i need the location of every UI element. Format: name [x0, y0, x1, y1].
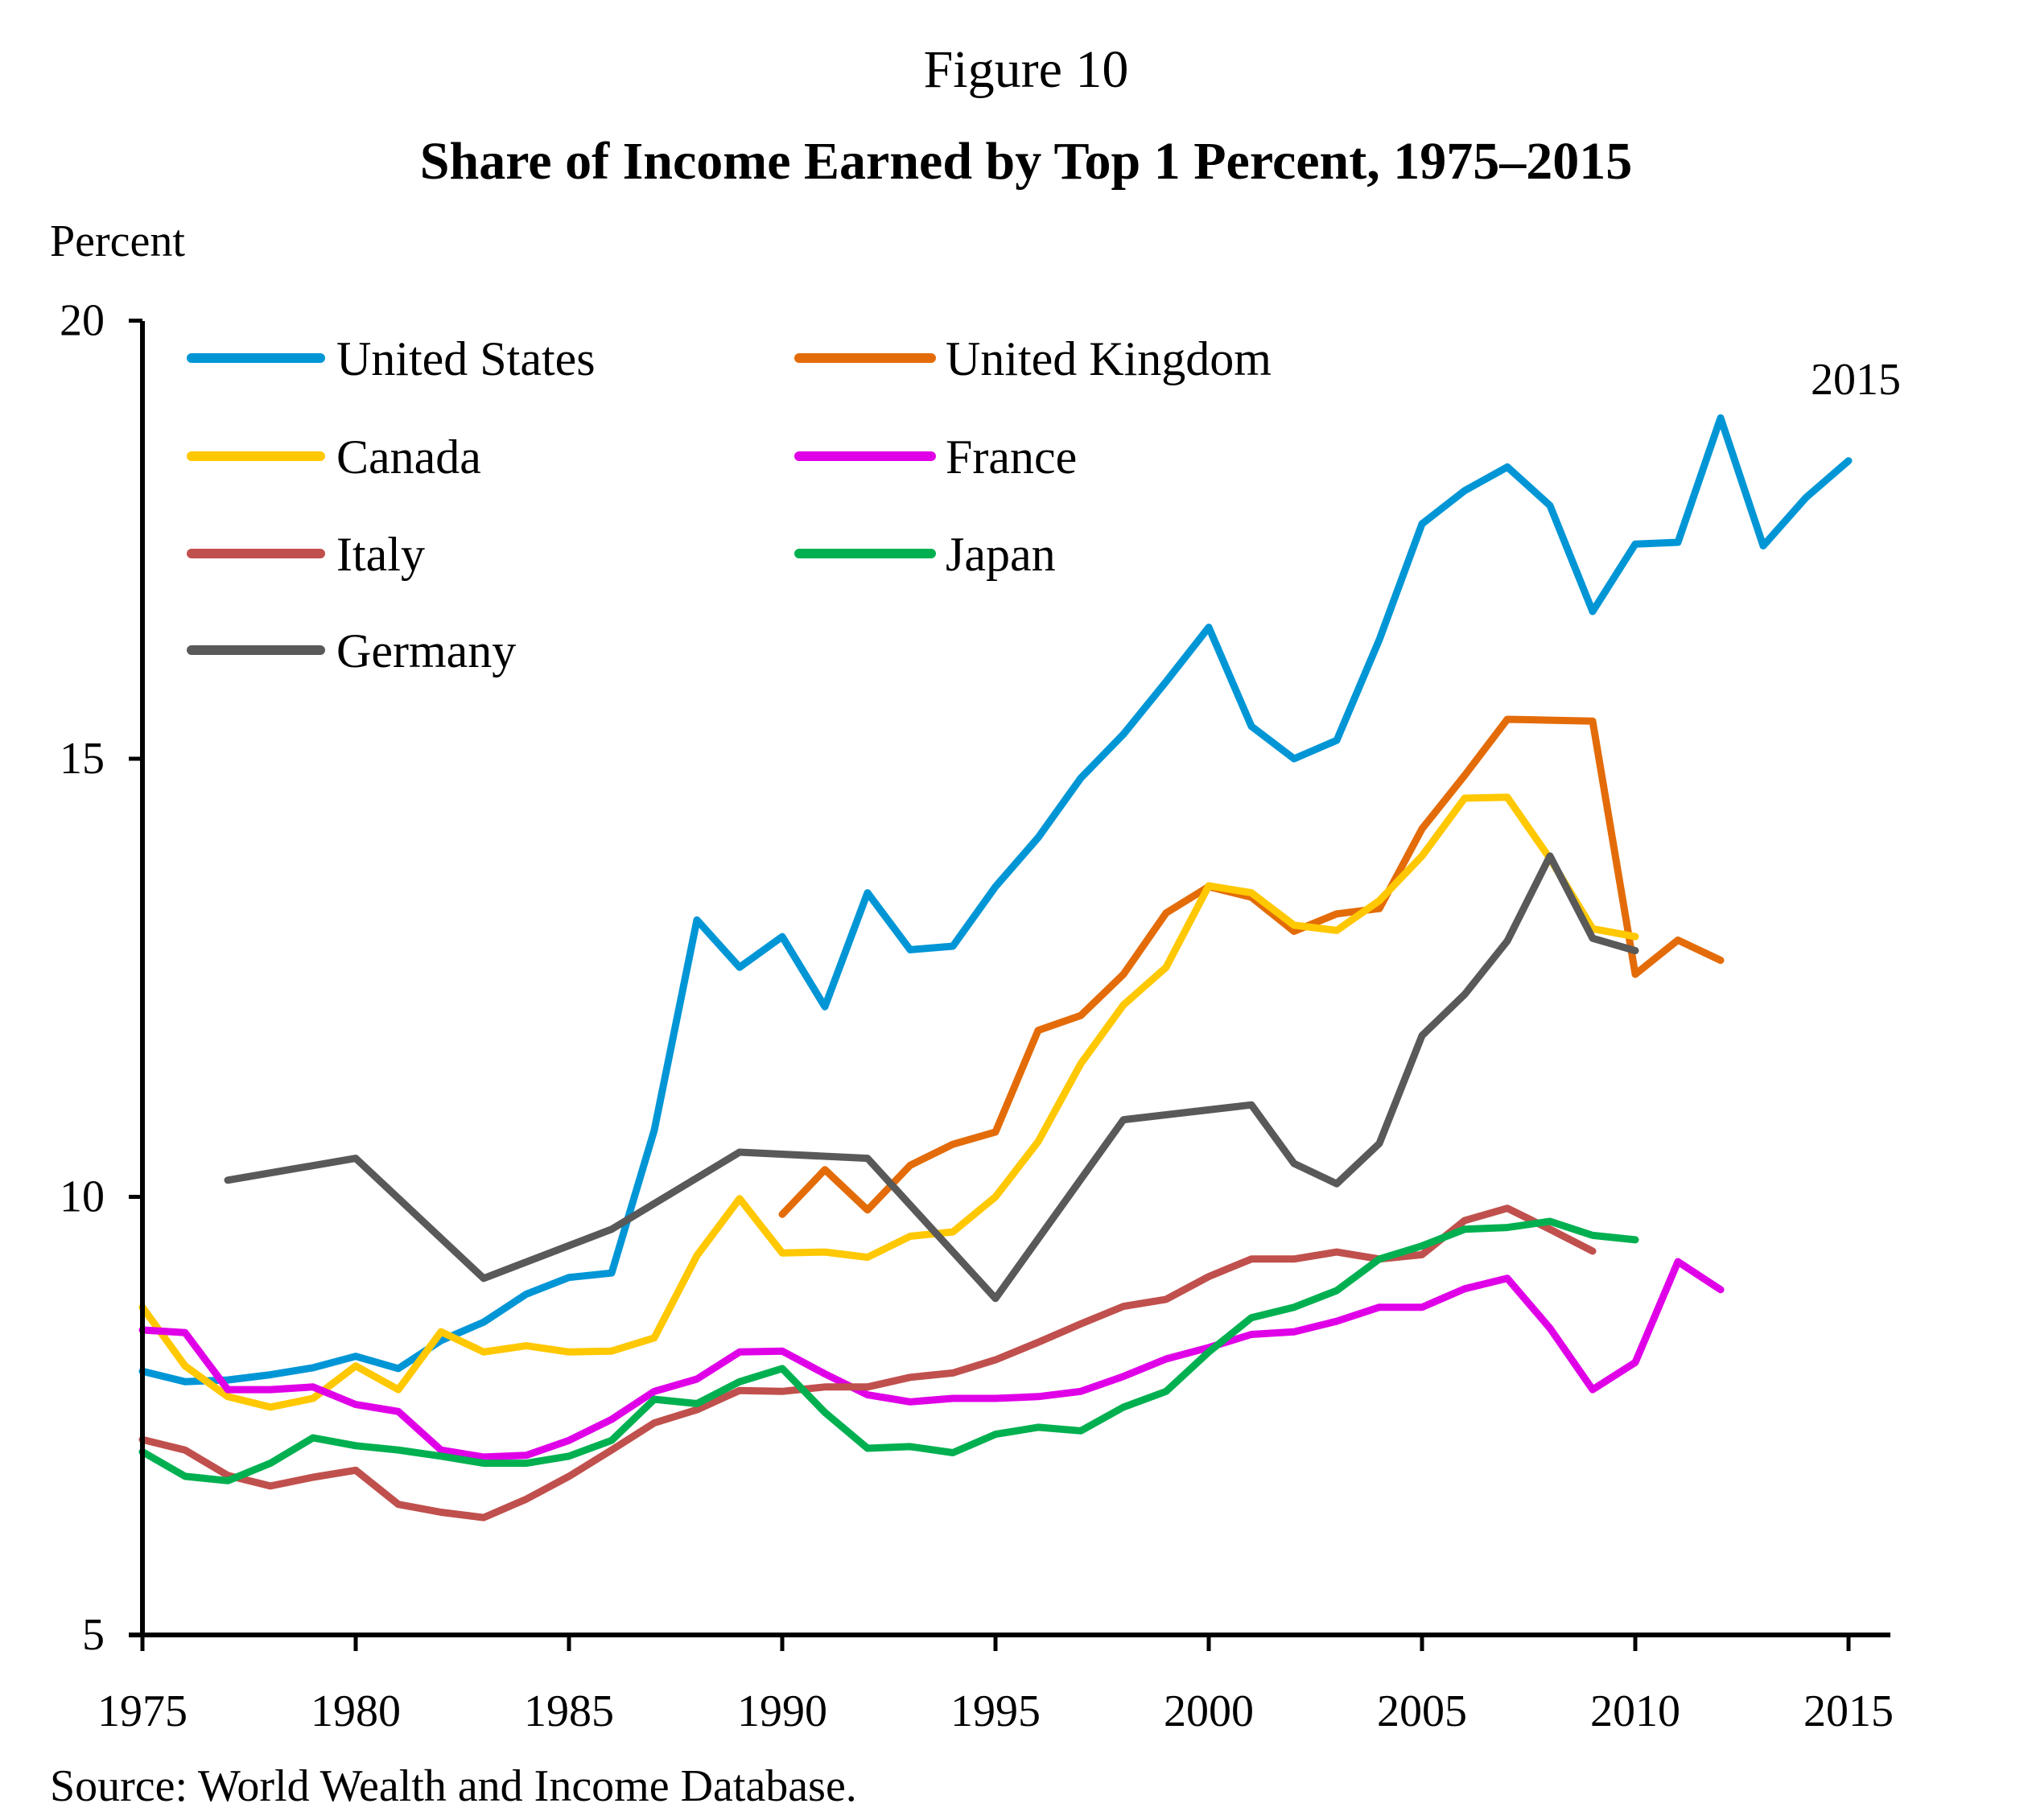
legend-item: France — [794, 430, 1077, 484]
y-axis-label: Percent — [50, 216, 185, 266]
legend-item: United States — [187, 332, 596, 385]
series-layer — [138, 414, 1853, 1521]
x-tick-label: 1990 — [737, 1686, 827, 1736]
legend-item: Italy — [187, 528, 425, 581]
x-tick-label: 2000 — [1164, 1686, 1254, 1736]
figure-number: Figure 10 — [924, 40, 1129, 99]
x-tick-label: 1995 — [950, 1686, 1041, 1736]
x-ticks: 1975 1980 1985 1990 1995 2000 2005 2010 2015 — [97, 1635, 1894, 1736]
series-line-italy — [138, 1204, 1597, 1521]
legend: United States United Kingdom Canada France I… — [187, 332, 1272, 677]
legend-item: Canada — [187, 430, 481, 484]
legend-label: France — [946, 430, 1077, 484]
series-line-germany — [224, 852, 1639, 1303]
x-tick-label: 2010 — [1590, 1686, 1680, 1736]
chart-title: Share of Income Earned by Top 1 Percent,… — [420, 132, 1632, 191]
legend-item: Japan — [794, 528, 1056, 581]
y-tick-label: 20 — [60, 296, 105, 346]
y-ticks: 5 10 15 20 — [60, 296, 142, 1660]
x-tick-label: 2015 — [1803, 1686, 1894, 1736]
series-line-united-kingdom — [778, 715, 1725, 1218]
y-tick-label: 15 — [60, 734, 105, 784]
legend-item: Germany — [187, 624, 516, 677]
x-tick-label: 1985 — [524, 1686, 614, 1736]
series-line-france — [138, 1258, 1725, 1461]
source-note: Source: World Wealth and Income Database… — [50, 1761, 857, 1811]
series-line-japan — [138, 1217, 1639, 1484]
x-tick-label: 1975 — [97, 1686, 188, 1736]
legend-item: United Kingdom — [794, 332, 1272, 385]
y-tick-label: 10 — [60, 1172, 105, 1222]
legend-label: Italy — [336, 528, 425, 581]
annotation-2015: 2015 — [1811, 355, 1901, 405]
legend-label: United Kingdom — [946, 332, 1272, 385]
y-tick-label: 5 — [82, 1610, 105, 1660]
x-tick-label: 1980 — [311, 1686, 401, 1736]
legend-label: Germany — [336, 624, 516, 677]
series-line-canada — [138, 793, 1639, 1411]
legend-label: Canada — [336, 430, 481, 484]
legend-label: United States — [336, 332, 596, 385]
x-tick-label: 2005 — [1377, 1686, 1467, 1736]
legend-label: Japan — [946, 528, 1056, 581]
